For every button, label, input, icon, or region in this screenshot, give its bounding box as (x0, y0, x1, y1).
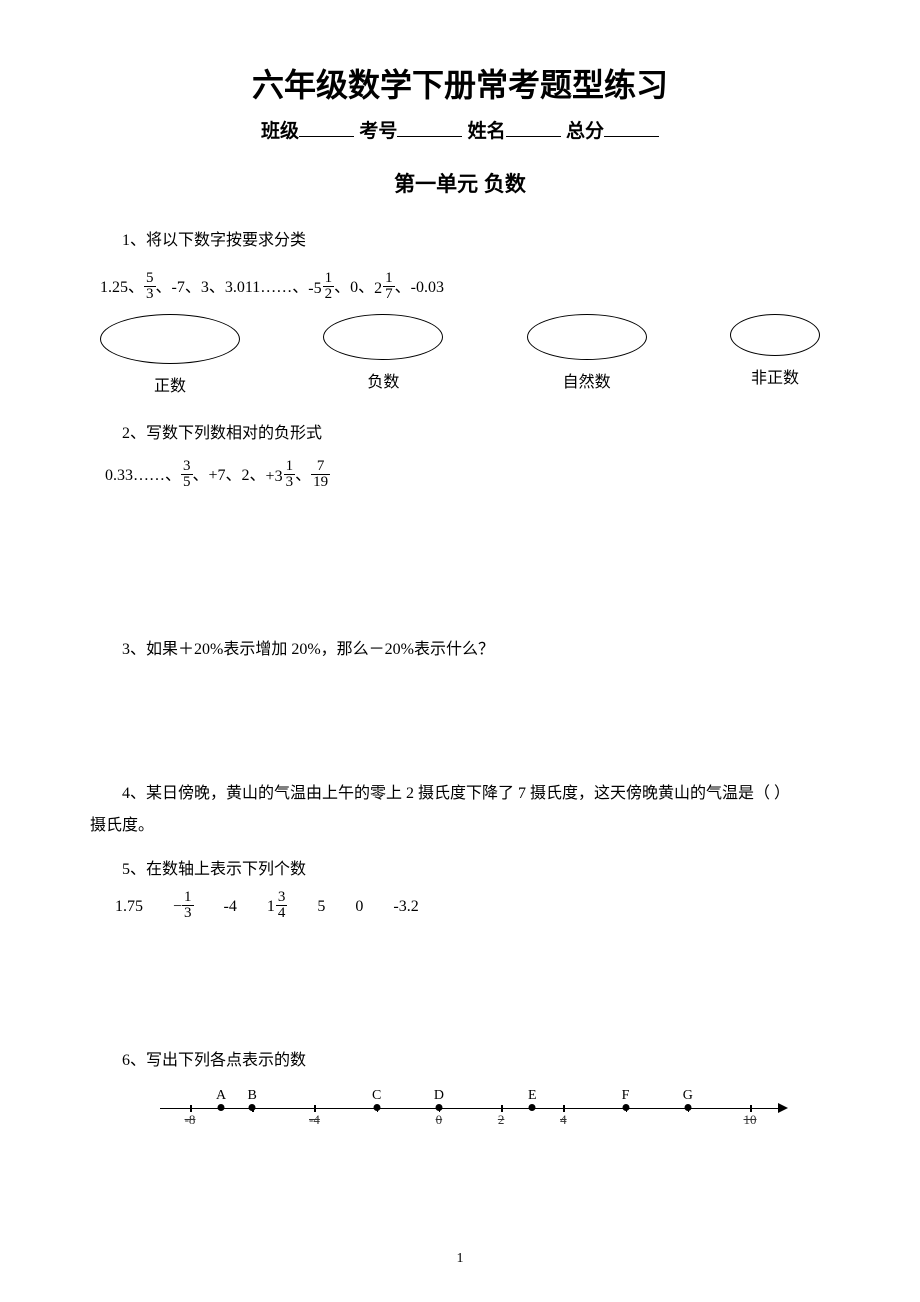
point-label-e: E (528, 1088, 537, 1104)
q5-neg-frac: −13 (173, 892, 194, 923)
tick (190, 1105, 192, 1112)
header-fields: 班级 考号 姓名 总分 (90, 116, 830, 143)
ellipse-label-nonpositive: 非正数 (751, 364, 799, 388)
q5-n7: -3.2 (393, 898, 418, 916)
class-label: 班级 (261, 121, 299, 142)
q2-prefix: 0.33……、 (105, 468, 181, 485)
q2-frac2: 719 (311, 459, 330, 490)
q1-mixed1: -512 (308, 273, 334, 304)
point-c (373, 1104, 380, 1111)
tick (563, 1105, 565, 1112)
q4-line2: 摄氏度。 (90, 810, 830, 842)
unit-subtitle: 第一单元 负数 (90, 168, 830, 198)
q1-suffix: 、-0.03 (395, 279, 444, 296)
q5-n1: 1.75 (115, 898, 143, 916)
tick-label: 2 (498, 1112, 505, 1128)
q5-n5: 5 (317, 898, 325, 916)
ellipse-positive: 正数 (100, 314, 240, 396)
name-label: 姓名 (468, 121, 506, 142)
examno-blank[interactable] (397, 119, 462, 137)
page-number: 1 (457, 1251, 464, 1267)
point-label-a: A (216, 1088, 226, 1104)
point-label-b: B (248, 1088, 257, 1104)
question-4: 4、某日傍晚，黄山的气温由上午的零上 2 摄氏度下降了 7 摄氏度，这天傍晚黄山… (90, 778, 830, 842)
q5-numbers: 1.75 −13 -4 134 5 0 -3.2 (115, 892, 830, 923)
q1-mid2: 、0、 (334, 279, 374, 296)
q4-line1: 4、某日傍晚，黄山的气温由上午的零上 2 摄氏度下降了 7 摄氏度，这天傍晚黄山… (90, 778, 830, 810)
point-d (435, 1104, 442, 1111)
question-2: 2、写数下列数相对的负形式 (90, 416, 830, 451)
tick-label: 0 (436, 1112, 443, 1128)
q2-mid1: 、+7、2、 (193, 468, 266, 485)
ellipse-shape[interactable] (323, 314, 443, 360)
question-5: 5、在数轴上表示下列个数 (90, 852, 830, 887)
question-3: 3、如果＋20%表示增加 20%，那么－20%表示什么？ (90, 632, 830, 667)
ellipse-natural: 自然数 (527, 314, 647, 396)
tick-label: 10 (744, 1112, 757, 1128)
tick-label: -8 (185, 1112, 196, 1128)
q2-mid2: 、 (295, 468, 311, 485)
point-label-d: D (434, 1088, 444, 1104)
page-title: 六年级数学下册常考题型练习 (90, 60, 830, 106)
point-g (684, 1104, 691, 1111)
tick-label: -4 (309, 1112, 320, 1128)
class-blank[interactable] (299, 119, 354, 137)
question-1: 1、将以下数字按要求分类 (90, 223, 830, 258)
ellipse-label-positive: 正数 (154, 372, 186, 396)
total-label: 总分 (566, 121, 604, 142)
point-label-f: F (622, 1088, 630, 1104)
category-ellipses: 正数 负数 自然数 非正数 (90, 314, 830, 396)
total-blank[interactable] (604, 119, 659, 137)
tick (750, 1105, 752, 1112)
q5-n6: 0 (355, 898, 363, 916)
q5-mixed: 134 (267, 892, 288, 923)
ellipse-label-natural: 自然数 (563, 368, 611, 392)
ellipse-negative: 负数 (323, 314, 443, 396)
ellipse-shape[interactable] (527, 314, 647, 360)
tick (501, 1105, 503, 1112)
examno-label: 考号 (359, 121, 397, 142)
q1-mixed2: 217 (374, 273, 395, 304)
q2-numbers: 0.33……、35、+7、2、+313、719 (105, 461, 830, 492)
tick (314, 1105, 316, 1112)
ellipse-shape[interactable] (100, 314, 240, 364)
number-line: 0 2 4 10 -8 -4 A B C D E F G (160, 1088, 830, 1138)
point-a (218, 1104, 225, 1111)
point-e (529, 1104, 536, 1111)
point-f (622, 1104, 629, 1111)
q5-n3: -4 (224, 898, 237, 916)
tick-label: 4 (560, 1112, 567, 1128)
q1-frac1: 53 (144, 271, 156, 302)
ellipse-nonpositive: 非正数 (730, 314, 820, 396)
ellipse-shape[interactable] (730, 314, 820, 356)
point-label-g: G (683, 1088, 693, 1104)
point-b (249, 1104, 256, 1111)
ellipse-label-negative: 负数 (367, 368, 399, 392)
name-blank[interactable] (506, 119, 561, 137)
q1-prefix: 1.25、 (100, 279, 144, 296)
point-label-c: C (372, 1088, 381, 1104)
arrow-icon (778, 1103, 788, 1113)
q1-numbers: 1.25、53、-7、3、3.011……、-512、0、217、-0.03 (100, 273, 830, 304)
q2-mixed: +313 (266, 461, 296, 492)
q2-frac1: 35 (181, 459, 193, 490)
q1-mid1: 、-7、3、3.011……、 (156, 279, 309, 296)
question-6: 6、写出下列各点表示的数 (90, 1043, 830, 1078)
